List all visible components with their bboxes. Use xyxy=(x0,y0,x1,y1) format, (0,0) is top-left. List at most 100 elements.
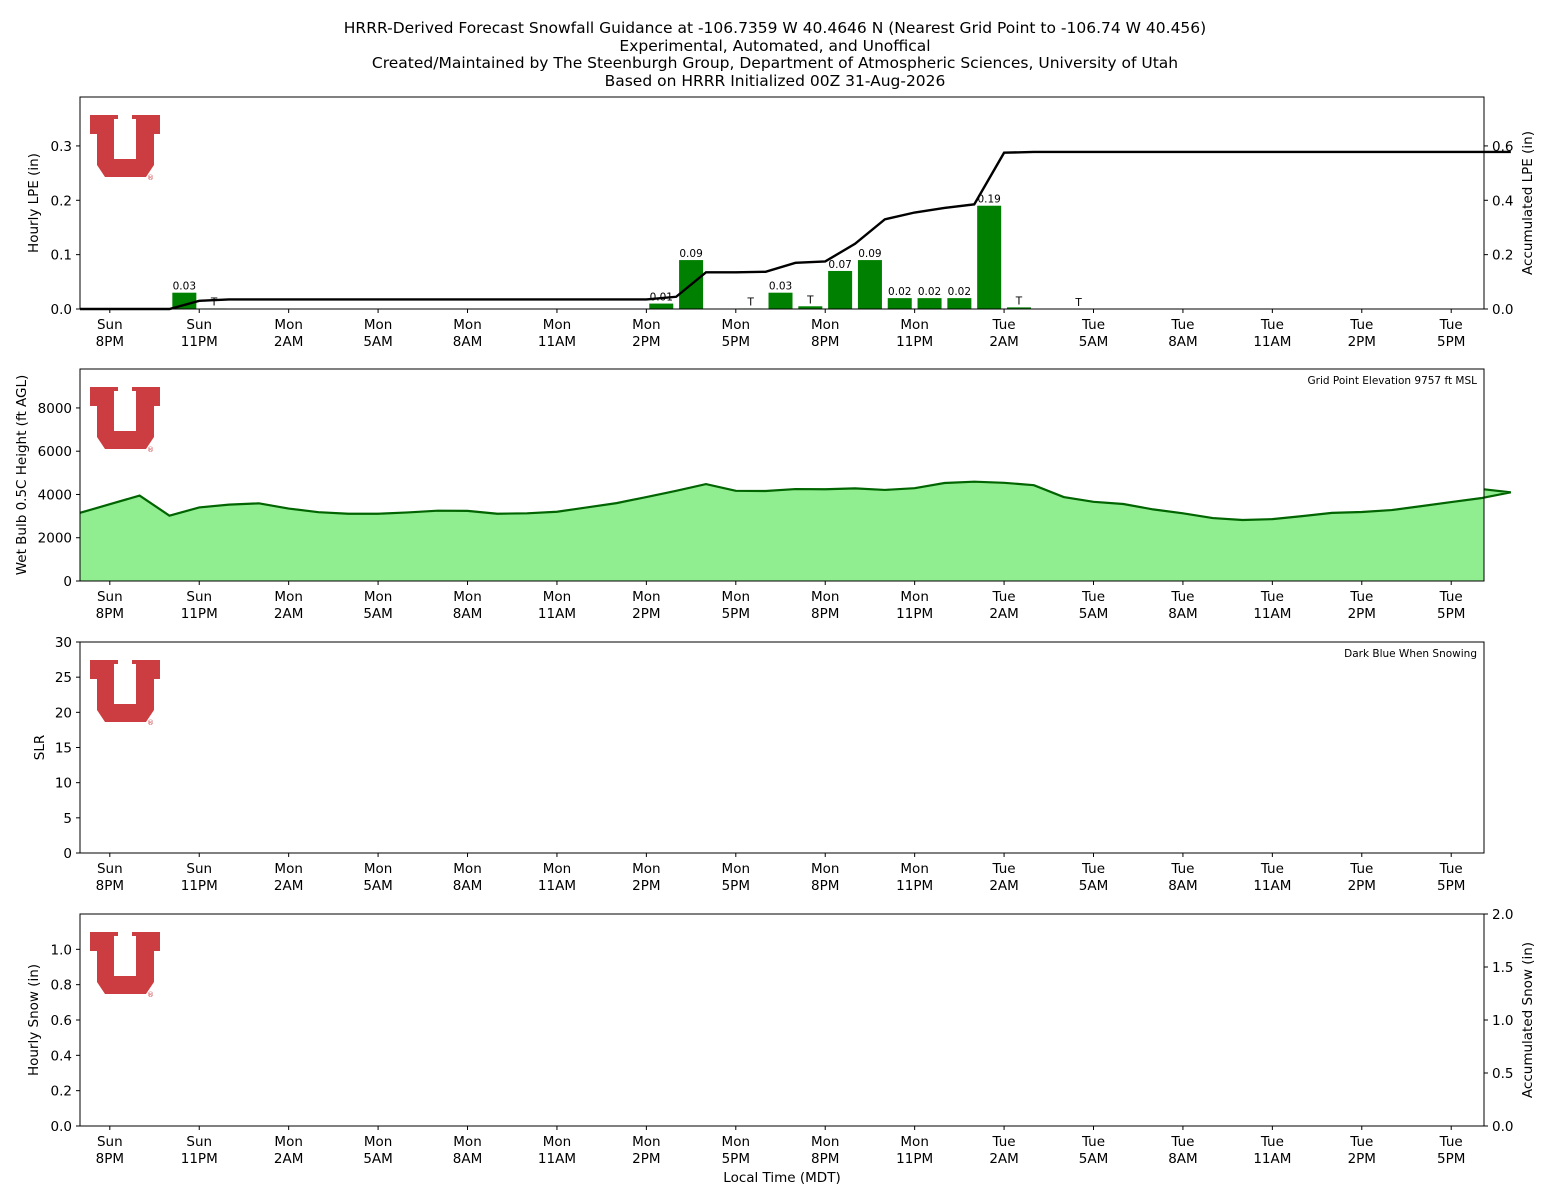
x-tick-time: 11AM xyxy=(538,1151,576,1167)
lpe-bar xyxy=(172,292,197,309)
x-tick-day: Tue xyxy=(1260,861,1284,877)
x-tick-day: Tue xyxy=(1081,861,1105,877)
x-tick-time: 8PM xyxy=(96,334,124,350)
x-tick-time: 8PM xyxy=(811,334,839,350)
y-tick-label: 25 xyxy=(55,670,72,686)
y2-tick-label: 1.5 xyxy=(1492,960,1513,976)
x-tick-day: Mon xyxy=(900,861,928,877)
x-tick-time: 11AM xyxy=(538,878,576,894)
x-tick-day: Tue xyxy=(1081,589,1105,605)
wetbulb-line xyxy=(79,480,1512,522)
x-tick-time: 5AM xyxy=(363,878,392,894)
x-tick-time: 11AM xyxy=(538,334,576,350)
x-tick-day: Mon xyxy=(364,861,392,877)
x-tick-time: 11PM xyxy=(181,878,218,894)
title-line-1: HRRR-Derived Forecast Snowfall Guidance … xyxy=(343,19,1207,37)
y-tick-label: 30 xyxy=(55,635,72,651)
x-tick-day: Mon xyxy=(900,1134,928,1150)
panel-annotation: Grid Point Elevation 9757 ft MSL xyxy=(1308,375,1478,387)
x-tick-day: Tue xyxy=(1349,589,1373,605)
y2-axis-label: Accumulated Snow (in) xyxy=(1520,942,1536,1098)
y-tick-label: 15 xyxy=(55,741,72,757)
title-line-4: Based on HRRR Initialized 00Z 31-Aug-202… xyxy=(604,71,946,90)
x-tick-day: Mon xyxy=(900,317,928,333)
title-line-3: Created/Maintained by The Steenburgh Gro… xyxy=(371,54,1179,72)
x-tick-time: 8PM xyxy=(96,1151,124,1167)
y-tick-label: 6000 xyxy=(38,444,72,460)
y2-tick-label: 0.2 xyxy=(1492,248,1513,264)
x-tick-time: 2PM xyxy=(1348,878,1376,894)
x-tick-time: 8AM xyxy=(1168,606,1197,622)
y-tick-label: 20 xyxy=(55,705,72,721)
x-tick-time: 11PM xyxy=(896,1151,933,1167)
x-tick-time: 5PM xyxy=(1437,1151,1465,1167)
x-tick-time: 5AM xyxy=(363,606,392,622)
x-tick-time: 2AM xyxy=(274,606,303,622)
y-tick-label: 8000 xyxy=(38,401,72,417)
x-tick-day: Mon xyxy=(453,861,481,877)
x-tick-day: Tue xyxy=(1170,317,1194,333)
x-tick-day: Tue xyxy=(1170,589,1194,605)
x-tick-time: 11PM xyxy=(896,334,933,350)
x-tick-day: Mon xyxy=(811,861,839,877)
x-tick-time: 8AM xyxy=(453,606,482,622)
x-tick-time: 2AM xyxy=(989,606,1018,622)
plot-area xyxy=(80,914,1484,1126)
x-tick-day: Mon xyxy=(722,861,750,877)
x-axis-label: Local Time (MDT) xyxy=(723,1170,840,1186)
x-tick-time: 8AM xyxy=(453,878,482,894)
lpe-bar xyxy=(1006,307,1031,309)
y-tick-label: 0 xyxy=(63,574,72,590)
x-tick-day: Mon xyxy=(274,1134,302,1150)
accumulated-line xyxy=(80,150,1511,311)
x-tick-time: 11PM xyxy=(181,334,218,350)
x-tick-day: Tue xyxy=(1349,861,1373,877)
y2-tick-label: 2.0 xyxy=(1492,907,1513,923)
x-tick-day: Mon xyxy=(543,317,571,333)
x-tick-time: 5PM xyxy=(722,1151,750,1167)
y2-tick-label: 0.0 xyxy=(1492,302,1513,318)
x-tick-day: Mon xyxy=(722,317,750,333)
x-tick-day: Mon xyxy=(811,589,839,605)
snow-panel: ® 0.0 0.2 0.4 0.6 0.8 1.0 0.0 0.5 1.0 1.5 2.0 Accumu… xyxy=(26,907,1536,1186)
x-tick-day: Mon xyxy=(900,589,928,605)
x-tick-day: Mon xyxy=(543,861,571,877)
x-tick-day: Sun xyxy=(97,317,123,333)
x-tick-day: Tue xyxy=(992,1134,1016,1150)
x-tick-day: Mon xyxy=(811,317,839,333)
x-tick-day: Tue xyxy=(1439,317,1463,333)
x-tick-time: 5AM xyxy=(1079,606,1108,622)
lpe-bar xyxy=(887,298,912,309)
x-tick-time: 11PM xyxy=(181,1151,218,1167)
y-axis-label: SLR xyxy=(32,735,48,760)
y-tick-label: 0 xyxy=(63,846,72,862)
y-tick-label: 1.0 xyxy=(51,942,72,958)
x-tick-time: 2AM xyxy=(274,334,303,350)
x-tick-time: 2PM xyxy=(1348,1151,1376,1167)
y2-tick-label: 0.6 xyxy=(1492,139,1513,155)
x-tick-time: 5PM xyxy=(1437,606,1465,622)
x-tick-day: Mon xyxy=(722,589,750,605)
x-tick-day: Tue xyxy=(1260,589,1284,605)
y-axis-label: Wet Bulb 0.5C Height (ft AGL) xyxy=(14,375,30,576)
lpe-bar-label: 0.03 xyxy=(769,281,792,293)
lpe-bar xyxy=(649,303,674,309)
lpe-bar xyxy=(798,306,823,309)
y-axis-label: Hourly LPE (in) xyxy=(26,153,42,253)
wetbulb-panel: ® 0 2000 4000 6000 8000 Wet Bulb 0.5C Height (… xyxy=(14,368,1512,622)
lpe-bar xyxy=(828,270,853,309)
y-tick-label: 0.6 xyxy=(51,1013,72,1029)
x-tick-time: 8PM xyxy=(811,606,839,622)
registered-mark: ® xyxy=(147,174,154,182)
y2-tick-label: 0.0 xyxy=(1492,1119,1513,1135)
y2-tick-label: 0.5 xyxy=(1492,1066,1513,1082)
x-tick-time: 8AM xyxy=(1168,878,1197,894)
slr-panel: ® 0 5 10 15 20 25 30 SLR Dark Blue When Snowing Su… xyxy=(32,635,1485,894)
y2-axis-label: Accumulated LPE (in) xyxy=(1520,131,1536,275)
x-tick-time: 5AM xyxy=(363,1151,392,1167)
plot-frame xyxy=(79,96,1485,310)
x-tick-day: Mon xyxy=(632,589,660,605)
x-tick-time: 2PM xyxy=(632,1151,660,1167)
